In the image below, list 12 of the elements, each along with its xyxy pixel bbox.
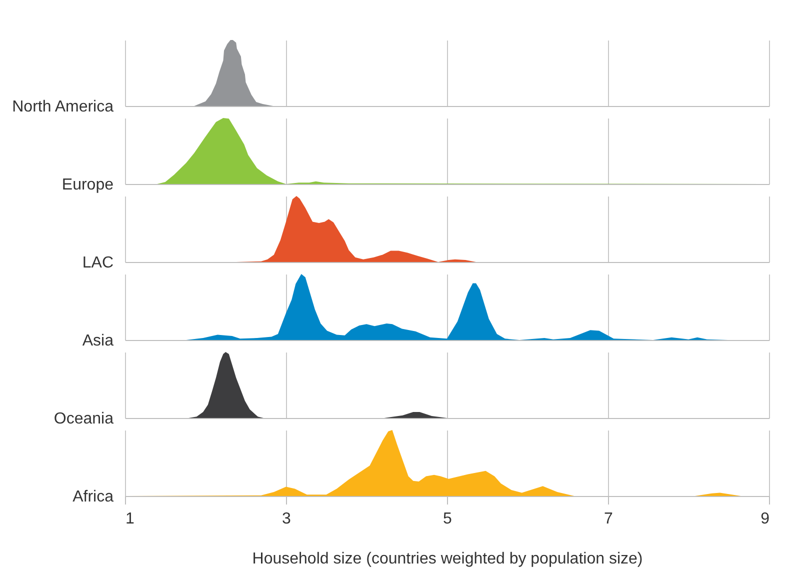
x-tick-label: 1: [126, 510, 134, 528]
x-axis-title: Household size (countries weighted by population size): [252, 550, 643, 568]
y-axis-title: North America: [12, 98, 114, 116]
x-tick-label: 9: [760, 510, 770, 528]
x-tick-label: 7: [604, 510, 614, 528]
y-axis-title: Asia: [82, 332, 114, 350]
y-axis-title: Oceania: [54, 410, 114, 428]
y-axis-title: LAC: [82, 254, 114, 272]
y-axis-title: Europe: [62, 176, 114, 194]
x-tick-label: 5: [443, 510, 452, 528]
y-axis-title: Africa: [72, 488, 114, 506]
x-tick-label: 3: [282, 510, 292, 528]
